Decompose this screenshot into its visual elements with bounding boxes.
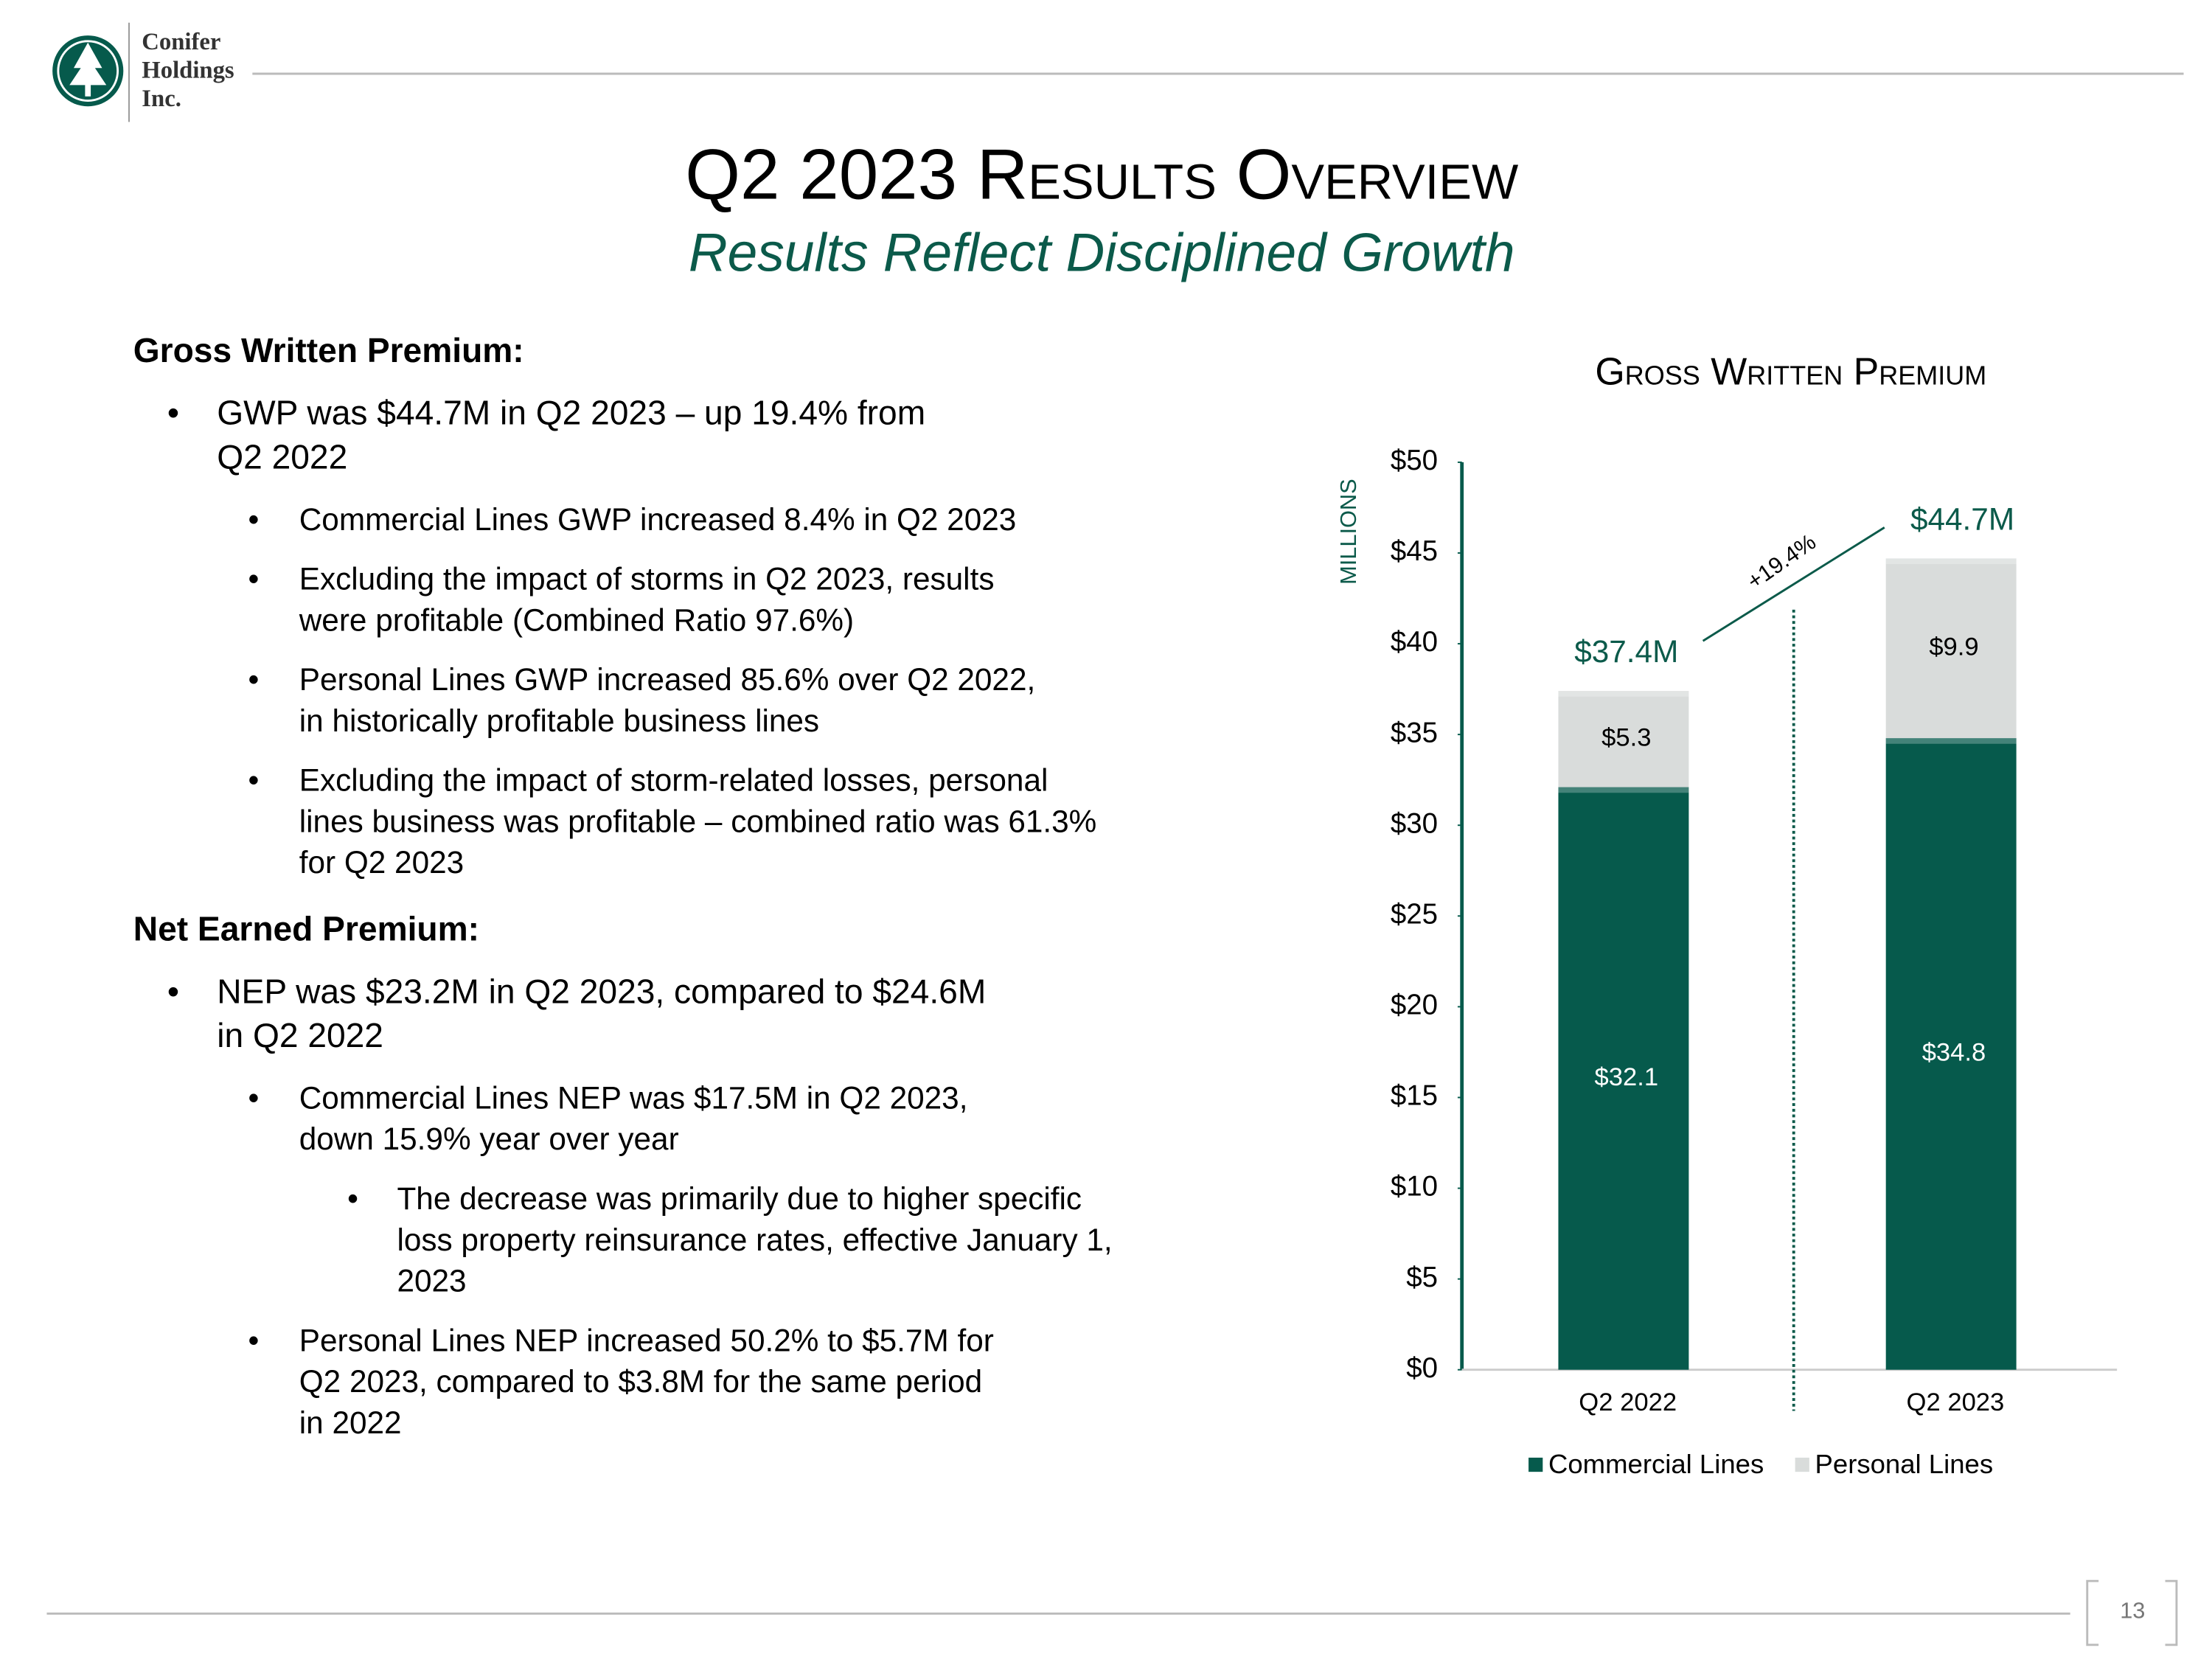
company-line: Holdings bbox=[142, 58, 234, 84]
bullet: • bbox=[248, 1080, 260, 1115]
chart-title: Gross Written Premium bbox=[1595, 350, 1986, 393]
legend-label: Commercial Lines bbox=[1548, 1449, 1764, 1479]
legend-label: Personal Lines bbox=[1815, 1449, 1994, 1479]
bar-segment bbox=[1558, 691, 1689, 787]
bullet-text: Excluding the impact of storms in Q2 202… bbox=[299, 562, 995, 597]
bullet-text: 2023 bbox=[397, 1264, 466, 1298]
bullet-text: in 2022 bbox=[299, 1405, 402, 1440]
page-number-frame bbox=[2086, 1579, 2178, 1646]
company-name: Conifer Holdings Inc. bbox=[142, 29, 234, 112]
bullet: • bbox=[167, 972, 179, 1010]
body-text: Gross Written Premium: • GWP was $44.7M in… bbox=[133, 331, 1113, 1440]
bar-segment-highlight bbox=[1885, 738, 2017, 744]
bullet-text: Commercial Lines NEP was $17.5M in Q2 20… bbox=[299, 1080, 968, 1115]
bullet-text: Personal Lines NEP increased 50.2% to $5… bbox=[299, 1323, 994, 1357]
legend-swatch bbox=[1795, 1457, 1809, 1472]
y-tick-label: $35 bbox=[1391, 717, 1438, 748]
y-tick-label: $40 bbox=[1391, 626, 1438, 658]
bullet: • bbox=[347, 1181, 358, 1216]
bullet: • bbox=[167, 394, 179, 432]
bullet-text: Personal Lines GWP increased 85.6% over … bbox=[299, 662, 1035, 697]
section-heading: Net Earned Premium: bbox=[133, 910, 479, 948]
bar-segment bbox=[1558, 787, 1689, 1370]
value-label: $32.1 bbox=[1594, 1063, 1658, 1091]
bullet-text: Q2 2022 bbox=[217, 437, 347, 476]
growth-connector bbox=[1702, 526, 1885, 642]
bullet-text: loss property reinsurance rates, effecti… bbox=[397, 1222, 1112, 1257]
page-number: 13 bbox=[2120, 1598, 2145, 1624]
legend-swatch bbox=[1528, 1457, 1543, 1472]
growth-annotation: +19.4% bbox=[1742, 529, 1820, 594]
bar-segment bbox=[1885, 558, 2017, 739]
y-tick-label: $10 bbox=[1391, 1171, 1438, 1203]
bullet-text: down 15.9% year over year bbox=[299, 1121, 679, 1156]
section-heading: Gross Written Premium: bbox=[133, 331, 524, 369]
bullet-text: Commercial Lines GWP increased 8.4% in Q… bbox=[299, 502, 1017, 537]
value-label: $34.8 bbox=[1922, 1039, 1986, 1067]
bullet-text: in Q2 2022 bbox=[217, 1016, 383, 1054]
y-tick-label: $20 bbox=[1391, 990, 1438, 1021]
value-label: $5.3 bbox=[1601, 723, 1651, 751]
total-label: $37.4M bbox=[1574, 634, 1678, 669]
y-tick-label: $5 bbox=[1406, 1262, 1438, 1293]
y-axis-label: MILLIONS bbox=[1335, 479, 1361, 585]
bullet: • bbox=[248, 763, 260, 798]
bullet: • bbox=[248, 502, 260, 537]
bar-segment-highlight bbox=[1558, 787, 1689, 793]
bar-segment bbox=[1885, 738, 2017, 1370]
bullet: • bbox=[248, 562, 260, 597]
bullet-text: for Q2 2023 bbox=[299, 845, 464, 880]
y-tick-label: $0 bbox=[1406, 1352, 1438, 1384]
y-tick-label: $50 bbox=[1391, 445, 1438, 476]
bullet-text: were profitable (Combined Ratio 97.6%) bbox=[299, 602, 854, 637]
bullet-text: in historically profitable business line… bbox=[299, 703, 819, 738]
bullet-text: Q2 2023, compared to $3.8M for the same … bbox=[299, 1364, 982, 1399]
bullet-text: GWP was $44.7M in Q2 2023 – up 19.4% fro… bbox=[217, 394, 925, 432]
x-tick-label: Q2 2023 bbox=[1907, 1388, 2005, 1416]
y-tick-label: $25 bbox=[1391, 898, 1438, 930]
y-tick-label: $45 bbox=[1391, 535, 1438, 567]
subtitle: Results Reflect Disciplined Growth bbox=[689, 223, 1515, 282]
company-line: Inc. bbox=[142, 86, 181, 112]
x-tick-label: Q2 2022 bbox=[1579, 1388, 1677, 1416]
bullet-text: lines business was profitable – combined… bbox=[299, 804, 1097, 838]
bullet-text: The decrease was primarily due to higher… bbox=[397, 1181, 1082, 1216]
value-label: $9.9 bbox=[1929, 633, 1978, 661]
bar-segment-highlight bbox=[1885, 558, 2017, 565]
title: Q2 2023 Results Overview bbox=[685, 136, 1519, 215]
logo bbox=[52, 35, 124, 107]
bullet: • bbox=[248, 662, 260, 697]
y-tick-label: $15 bbox=[1391, 1080, 1438, 1112]
chart: Gross Written Premium MILLIONS $0 $5 $10 $1… bbox=[1335, 350, 2118, 1479]
bullet: • bbox=[248, 1323, 260, 1357]
bullet-text: NEP was $23.2M in Q2 2023, compared to $… bbox=[217, 972, 986, 1010]
y-tick-label: $30 bbox=[1391, 807, 1438, 839]
total-label: $44.7M bbox=[1910, 502, 2014, 537]
bar-segment-highlight bbox=[1558, 691, 1689, 697]
company-line: Conifer bbox=[142, 29, 220, 55]
bullet-text: Excluding the impact of storm-related lo… bbox=[299, 763, 1048, 798]
